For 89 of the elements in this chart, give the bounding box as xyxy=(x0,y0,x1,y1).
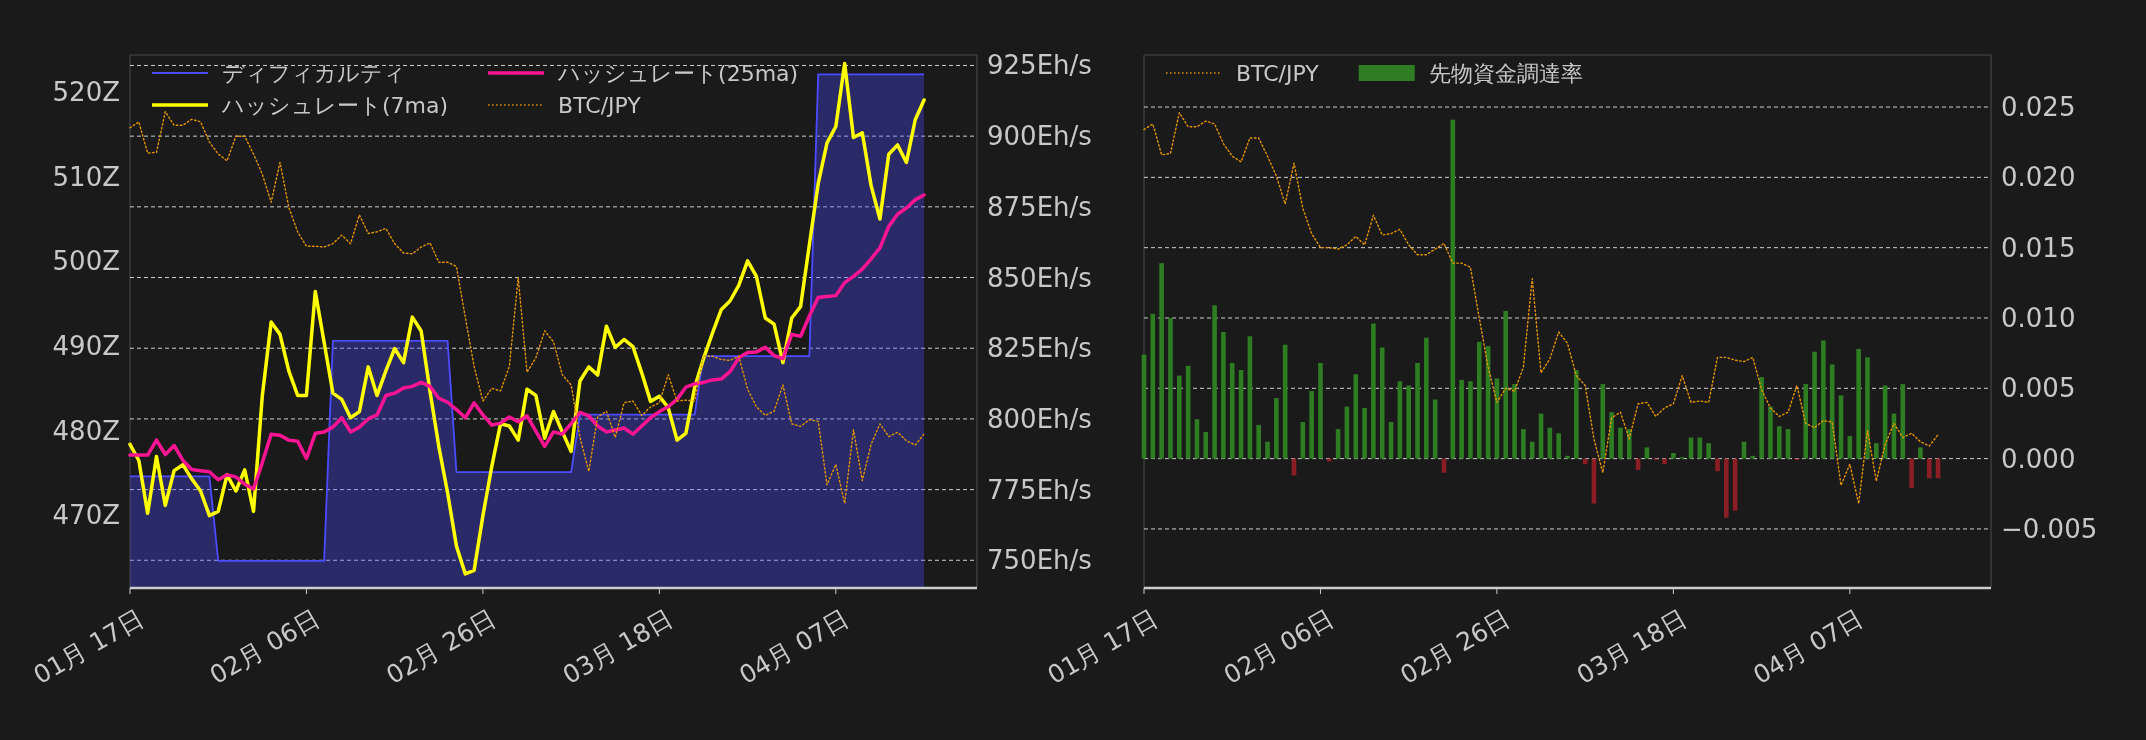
bar xyxy=(1706,443,1711,459)
bar xyxy=(1212,305,1217,459)
bar xyxy=(1309,391,1314,459)
bar xyxy=(1521,429,1526,459)
y-tick-label: 0.015 xyxy=(2001,232,2076,263)
bar xyxy=(1176,375,1182,459)
bar xyxy=(1529,441,1535,459)
bar xyxy=(1476,341,1482,459)
bar xyxy=(1918,447,1923,459)
bar xyxy=(1318,362,1323,459)
x-tick-label: 01月 17日 xyxy=(28,604,149,690)
bar xyxy=(1803,384,1809,459)
y-tick-label: 520Z xyxy=(52,77,120,108)
y-tick-label: 490Z xyxy=(52,331,120,362)
bar xyxy=(1565,455,1570,459)
bar xyxy=(1750,455,1756,459)
bar xyxy=(1221,332,1226,459)
bar xyxy=(1229,362,1235,459)
bar xyxy=(1353,374,1359,459)
y2-tick-label: 800Eh/s xyxy=(987,403,1092,434)
bar xyxy=(1168,317,1173,459)
legend-label: 先物資金調達率 xyxy=(1428,60,1583,86)
y-tick-label: 0.010 xyxy=(2001,302,2076,333)
bar xyxy=(1926,458,1932,479)
bar xyxy=(1724,458,1729,518)
bar xyxy=(1609,412,1614,459)
x-tick-label: 03月 18日 xyxy=(557,604,678,690)
bar xyxy=(1618,427,1623,459)
y2-tick-label: 875Eh/s xyxy=(987,191,1092,222)
bar xyxy=(1874,443,1879,459)
y2-tick-label: 775Eh/s xyxy=(987,474,1092,505)
bar xyxy=(1459,379,1464,459)
x-tick-label: 02月 06日 xyxy=(1218,604,1339,690)
bar xyxy=(1556,433,1561,459)
bar xyxy=(1159,263,1164,459)
bar xyxy=(1821,340,1826,459)
bar xyxy=(1362,407,1367,459)
y-tick-label: 510Z xyxy=(52,161,120,192)
y-tick-label: 0.020 xyxy=(2001,162,2076,193)
y-tick-label: 470Z xyxy=(52,500,120,531)
bar xyxy=(1812,351,1817,459)
bar xyxy=(1415,362,1420,459)
bar xyxy=(1256,424,1261,459)
bar xyxy=(1274,398,1279,459)
y-tick-label: 0.000 xyxy=(2001,443,2076,474)
bar xyxy=(1371,323,1376,459)
y-tick-label: −0.005 xyxy=(2001,513,2098,544)
bar xyxy=(1715,458,1720,472)
bar xyxy=(1865,357,1870,459)
bar xyxy=(1900,384,1906,459)
bar xyxy=(1776,426,1782,459)
y2-tick-label: 825Eh/s xyxy=(987,333,1092,364)
bar xyxy=(1503,310,1509,459)
legend-label: ハッシュレート(7ma) xyxy=(221,92,449,118)
bar xyxy=(1265,441,1270,459)
bar xyxy=(1424,337,1429,459)
bar xyxy=(1671,452,1676,459)
bar xyxy=(1379,347,1385,459)
y-tick-label: 480Z xyxy=(52,415,120,446)
bar xyxy=(1662,458,1667,465)
x-tick-label: 02月 06日 xyxy=(204,604,325,690)
legend-label: BTC/JPY xyxy=(558,92,642,118)
x-tick-label: 02月 26日 xyxy=(1395,604,1516,690)
bar xyxy=(1644,447,1650,459)
bar xyxy=(1406,385,1411,459)
y2-tick-label: 750Eh/s xyxy=(987,545,1092,576)
legend-label: ディフィカルティ xyxy=(222,60,406,86)
y-tick-label: 0.005 xyxy=(2001,373,2076,404)
x-tick-label: 04月 07日 xyxy=(734,604,855,690)
x-tick-label: 04月 07日 xyxy=(1748,604,1869,690)
x-tick-label: 02月 26日 xyxy=(381,604,502,690)
y2-tick-label: 925Eh/s xyxy=(987,50,1092,81)
legend-label: BTC/JPY xyxy=(1236,60,1320,86)
y-tick-label: 500Z xyxy=(52,246,120,277)
y2-tick-label: 900Eh/s xyxy=(987,121,1092,152)
bar xyxy=(1512,384,1517,459)
bar xyxy=(1759,377,1764,459)
bar xyxy=(1856,348,1861,459)
x-tick-label: 03月 18日 xyxy=(1571,604,1692,690)
bar xyxy=(1203,431,1209,459)
bar xyxy=(1768,406,1773,459)
bar xyxy=(1600,384,1606,459)
bar xyxy=(1574,370,1579,459)
x-tick-label: 01月 17日 xyxy=(1042,604,1163,690)
y2-tick-label: 850Eh/s xyxy=(987,262,1092,293)
bar xyxy=(1909,458,1914,489)
legend-label: ハッシュレート(25ma) xyxy=(557,60,799,86)
y-tick-label: 0.025 xyxy=(2001,92,2076,123)
bar xyxy=(1468,381,1473,459)
